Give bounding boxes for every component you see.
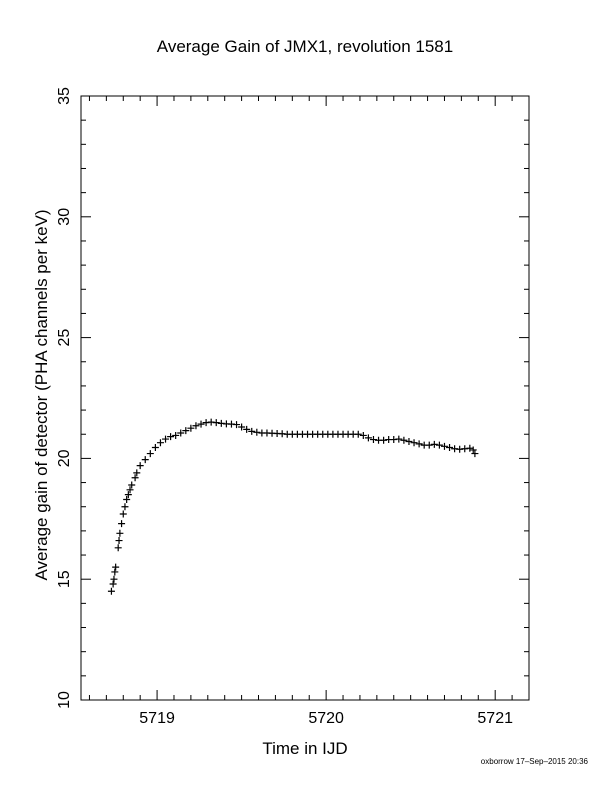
- y-tick-label: 20: [56, 449, 73, 467]
- data-point: [469, 446, 477, 454]
- y-tick-label: 10: [56, 691, 73, 709]
- y-tick-label: 30: [56, 208, 73, 226]
- data-point: [107, 587, 115, 595]
- data-point: [380, 436, 388, 444]
- x-tick-label: 5719: [139, 710, 175, 727]
- data-point: [192, 422, 200, 430]
- y-tick-label: 35: [56, 87, 73, 105]
- data-point: [116, 529, 124, 537]
- data-point: [369, 436, 377, 444]
- data-point: [110, 575, 118, 583]
- y-tick-label: 25: [56, 329, 73, 347]
- data-point: [425, 441, 433, 449]
- data-point: [354, 430, 362, 438]
- data-point: [233, 421, 241, 429]
- data-point: [112, 563, 120, 571]
- data-point: [400, 436, 408, 444]
- data-point: [395, 435, 403, 443]
- data-point: [118, 520, 126, 528]
- data-point: [182, 427, 190, 435]
- plot-area-frame: [80, 95, 530, 701]
- data-point: [177, 429, 185, 437]
- data-point: [415, 440, 423, 448]
- x-axis-label: Time in IJD: [262, 739, 347, 758]
- data-point: [146, 450, 154, 458]
- footer-credit: oxborrow 17–Sep–2015 20:36: [480, 757, 588, 766]
- y-axis-label: Average gain of detector (PHA channels p…: [32, 209, 51, 580]
- data-point: [114, 544, 122, 552]
- data-point: [364, 434, 372, 442]
- data-point: [124, 491, 132, 499]
- data-point: [151, 444, 159, 452]
- data-point: [446, 444, 454, 452]
- data-point: [405, 437, 413, 445]
- data-point: [109, 580, 117, 588]
- y-axis: 10 15 20 25 30 35: [56, 87, 529, 709]
- data-point: [466, 444, 474, 452]
- data-point: [471, 450, 479, 458]
- data-point: [253, 428, 261, 436]
- data-point: [243, 425, 251, 433]
- y-tick-label: 15: [56, 570, 73, 588]
- data-series: [107, 418, 479, 595]
- data-point: [131, 474, 139, 482]
- data-point: [133, 469, 141, 477]
- data-point: [121, 503, 129, 511]
- data-point: [187, 424, 195, 432]
- data-point: [141, 456, 149, 464]
- data-point: [111, 568, 119, 576]
- data-point: [126, 486, 134, 494]
- data-point: [136, 462, 144, 470]
- data-point: [410, 439, 418, 447]
- x-tick-label: 5721: [477, 710, 513, 727]
- data-point: [156, 439, 164, 447]
- data-point: [435, 441, 443, 449]
- data-point: [238, 423, 246, 431]
- x-axis: 5719 5720 5721: [88, 96, 530, 727]
- data-point: [167, 433, 175, 441]
- data-point: [197, 420, 205, 428]
- data-point: [162, 435, 170, 443]
- chart-title: Average Gain of JMX1, revolution 1581: [157, 37, 453, 56]
- data-point: [123, 495, 131, 503]
- data-point: [119, 510, 127, 518]
- data-point: [248, 427, 256, 435]
- data-point: [172, 431, 180, 439]
- data-point: [430, 440, 438, 448]
- x-tick-label: 5720: [308, 710, 344, 727]
- data-point: [359, 431, 367, 439]
- data-point: [440, 442, 448, 450]
- data-point: [128, 481, 136, 489]
- data-point: [212, 419, 220, 427]
- data-point: [115, 537, 123, 545]
